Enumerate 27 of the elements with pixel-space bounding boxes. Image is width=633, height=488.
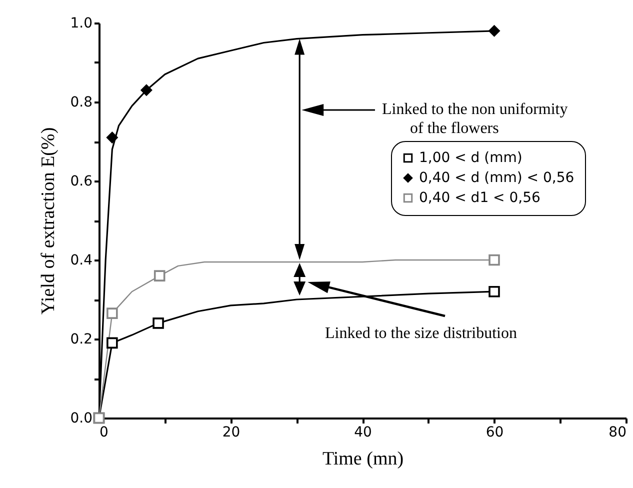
legend-label: 0,40 < d (mm) < 0,56 <box>419 170 574 186</box>
point <box>106 337 118 349</box>
y-tick-label: 0.2 <box>70 332 92 348</box>
annotation: Linked to the non uniformity of the flowers <box>382 101 568 137</box>
point <box>106 132 118 144</box>
x-tick-label: 0 <box>100 424 108 440</box>
x-tick-label: 60 <box>486 424 504 440</box>
point <box>140 84 152 96</box>
x-tick-label: 40 <box>354 424 372 440</box>
y-tick-label: 0.6 <box>70 174 93 190</box>
annotation: Linked to the size distribution <box>325 325 517 342</box>
x-tick-label: 20 <box>222 424 240 440</box>
point <box>152 318 164 329</box>
x-axis-title: Time (mn) <box>322 448 404 470</box>
y-tick-label: 0.4 <box>70 252 93 268</box>
y-tick-label: 0.0 <box>70 410 92 426</box>
y-tick-label: 1.0 <box>70 16 92 32</box>
point <box>488 25 500 37</box>
point <box>488 254 500 266</box>
y-tick-label: 0.8 <box>70 94 92 110</box>
y-axis-title: Yield of extraction E(%) <box>38 127 60 315</box>
legend-label: 1,00 < d (mm) <box>419 150 522 166</box>
legend-label: 0,40 < d1 < 0,56 <box>419 190 540 206</box>
x-tick-label: 80 <box>608 424 626 440</box>
point <box>154 270 166 282</box>
point <box>106 308 118 319</box>
point <box>488 286 500 298</box>
